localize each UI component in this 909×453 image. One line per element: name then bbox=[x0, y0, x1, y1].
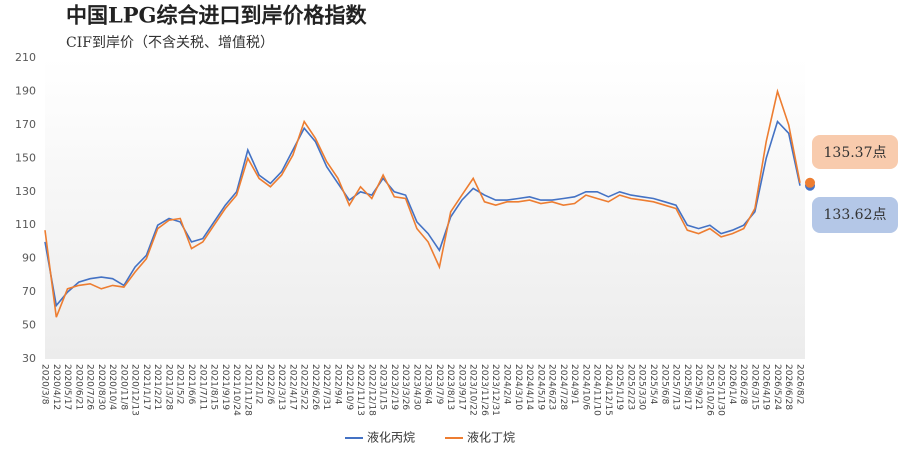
x-tick-label: 2021/3/28 bbox=[163, 364, 173, 410]
x-tick-label: 2021/9/19 bbox=[220, 364, 230, 410]
y-tick-label: 190 bbox=[15, 84, 36, 97]
x-tick-label: 2026/3/15 bbox=[749, 364, 759, 410]
x-tick-label: 2022/5/22 bbox=[299, 364, 309, 410]
y-tick-label: 30 bbox=[22, 352, 36, 365]
x-tick-label: 2024/12/15 bbox=[603, 364, 613, 416]
x-tick-label: 2023/11/26 bbox=[479, 364, 489, 416]
x-tick-label: 2021/2/21 bbox=[152, 364, 162, 410]
x-tick-label: 2024/4/14 bbox=[524, 364, 534, 410]
x-tick-label: 2025/1/19 bbox=[614, 364, 624, 410]
x-tick-label: 2021/11/28 bbox=[242, 364, 252, 416]
x-tick-label: 2021/7/11 bbox=[197, 364, 207, 410]
y-tick-label: 170 bbox=[15, 118, 36, 131]
x-tick-label: 2023/4/30 bbox=[411, 364, 421, 410]
x-tick-label: 2023/2/19 bbox=[389, 364, 399, 410]
x-tick-label: 2025/7/13 bbox=[671, 364, 681, 410]
callout-box bbox=[812, 197, 898, 233]
x-tick-label: 2023/10/22 bbox=[468, 364, 478, 416]
x-tick-label: 2024/5/19 bbox=[535, 364, 545, 410]
x-tick-label: 2023/12/31 bbox=[490, 364, 500, 416]
x-tick-label: 2025/11/30 bbox=[716, 364, 726, 416]
chart-subtitle: CIF到岸价（不含关税、增值税） bbox=[66, 35, 274, 51]
x-tick-label: 2023/9/17 bbox=[456, 364, 466, 410]
x-tick-label: 2026/1/4 bbox=[727, 364, 737, 405]
x-tick-label: 2022/7/31 bbox=[321, 364, 331, 410]
x-tick-label: 2022/2/6 bbox=[265, 364, 275, 405]
x-tick-label: 2023/1/15 bbox=[378, 364, 388, 410]
x-tick-label: 2026/6/28 bbox=[783, 364, 793, 410]
x-tick-label: 2020/7/26 bbox=[85, 364, 95, 410]
x-tick-label: 2022/9/4 bbox=[332, 364, 342, 405]
x-tick-label: 2022/11/13 bbox=[355, 364, 365, 416]
x-tick-label: 2021/8/15 bbox=[209, 364, 219, 410]
x-tick-label: 2021/1/17 bbox=[141, 364, 151, 410]
x-tick-label: 2022/4/17 bbox=[287, 364, 297, 410]
x-tick-label: 2026/4/19 bbox=[761, 364, 771, 410]
x-tick-label: 2020/10/4 bbox=[107, 364, 117, 410]
x-tick-label: 2024/11/10 bbox=[592, 364, 602, 416]
callout-label: 133.62点 bbox=[824, 207, 887, 223]
x-tick-label: 2021/5/2 bbox=[175, 364, 185, 404]
x-tick-label: 2020/6/21 bbox=[73, 364, 83, 410]
legend-label: 液化丁烷 bbox=[467, 430, 515, 445]
y-tick-label: 50 bbox=[22, 319, 36, 332]
plot-area bbox=[45, 58, 805, 359]
x-tick-label: 2022/3/13 bbox=[276, 364, 286, 410]
x-tick-label: 2024/10/6 bbox=[580, 364, 590, 410]
y-tick-label: 70 bbox=[22, 285, 36, 298]
callout-box bbox=[812, 135, 898, 169]
x-tick-label: 2023/7/9 bbox=[434, 364, 444, 405]
x-tick-label: 2020/11/8 bbox=[118, 364, 128, 410]
x-tick-label: 2025/5/4 bbox=[648, 364, 658, 405]
end-point bbox=[805, 177, 815, 188]
x-tick-label: 2023/3/26 bbox=[400, 364, 410, 410]
x-tick-label: 2025/2/23 bbox=[625, 364, 635, 410]
legend-label: 液化丙烷 bbox=[367, 430, 415, 445]
x-tick-label: 2020/5/17 bbox=[62, 364, 72, 410]
x-tick-label: 2021/6/6 bbox=[186, 364, 196, 405]
y-tick-label: 150 bbox=[15, 151, 36, 164]
x-tick-label: 2024/2/4 bbox=[502, 364, 512, 405]
line-series bbox=[44, 88, 801, 318]
x-tick-label: 2021/10/24 bbox=[231, 364, 241, 416]
y-tick-label: 130 bbox=[15, 185, 36, 198]
x-tick-label: 2025/10/26 bbox=[704, 364, 714, 416]
x-tick-label: 2022/12/18 bbox=[366, 364, 376, 416]
x-tick-label: 2025/8/17 bbox=[682, 364, 692, 410]
x-tick-label: 2025/3/30 bbox=[637, 364, 647, 410]
y-tick-label: 210 bbox=[15, 51, 36, 64]
x-tick-label: 2023/6/4 bbox=[423, 364, 433, 405]
y-tick-label: 90 bbox=[22, 252, 36, 265]
x-tick-label: 2025/9/21 bbox=[693, 364, 703, 410]
y-tick-label: 110 bbox=[15, 218, 36, 231]
x-tick-label: 2020/12/13 bbox=[130, 364, 140, 416]
x-tick-label: 2020/4/12 bbox=[51, 364, 61, 410]
x-tick-label: 2024/6/23 bbox=[547, 364, 557, 410]
x-tick-label: 2022/6/26 bbox=[310, 364, 320, 410]
x-tick-label: 2022/1/2 bbox=[254, 364, 264, 404]
chart-title: 中国LPG综合进口到岸价格指数 bbox=[66, 3, 367, 28]
line-series bbox=[44, 119, 801, 308]
x-tick-label: 2023/8/13 bbox=[445, 364, 455, 410]
x-tick-label: 2026/5/24 bbox=[772, 364, 782, 410]
x-tick-label: 2024/9/1 bbox=[569, 364, 579, 404]
callout-label: 135.37点 bbox=[824, 145, 887, 161]
x-tick-label: 2026/2/8 bbox=[738, 364, 748, 405]
x-tick-label: 2026/8/2 bbox=[795, 364, 805, 404]
x-tick-label: 2020/3/8 bbox=[40, 364, 50, 405]
x-tick-label: 2024/3/10 bbox=[513, 364, 523, 410]
x-tick-label: 2020/8/30 bbox=[96, 364, 106, 410]
x-tick-label: 2022/10/9 bbox=[344, 364, 354, 410]
x-tick-label: 2025/6/8 bbox=[659, 364, 669, 405]
x-tick-label: 2024/7/28 bbox=[558, 364, 568, 410]
